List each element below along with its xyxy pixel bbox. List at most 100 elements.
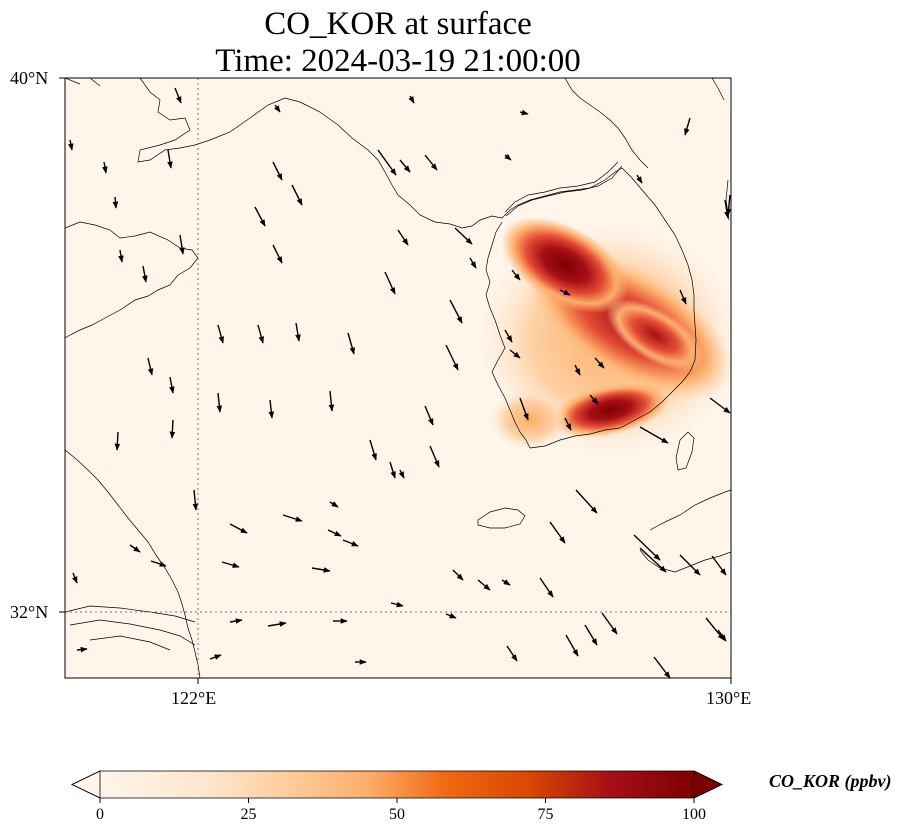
coastline-yangtze-estuary [65,605,196,651]
wind-vector-arrow [229,618,243,624]
wind-vector-arrow [282,514,303,522]
wind-vector-arrow [424,405,434,426]
wind-vector-arrow [717,629,727,642]
wind-vector-arrow [129,544,141,553]
wind-vector-arrow [150,560,167,567]
wind-vector-arrow [679,289,687,305]
plume-core-south-coast [551,382,669,438]
coastline-korea-west [485,167,623,449]
wind-vector-arrow [633,534,661,561]
colorbar [71,770,723,803]
wind-vector-arrow [76,646,88,653]
wind-vector-arrow [274,104,281,113]
wind-vector-arrow [519,109,529,116]
map-frame [64,77,732,679]
wind-vector-arrow [118,249,124,263]
wind-vector-arrow [369,439,377,461]
wind-vector-arrow [399,159,411,173]
coastline-kyushu [639,489,731,573]
wind-vector-arrow [328,390,335,412]
wind-vector-arrow [342,539,359,547]
plume-core-east [606,298,704,372]
wind-vector-arrow [179,234,185,255]
wind-vector-arrow [167,149,173,169]
wind-vector-arrow [559,289,571,296]
wind-vector-arrow [389,461,396,479]
wind-vector-arrow [295,322,301,342]
wind-vector-arrow [254,206,266,227]
wind-vector-arrow [445,613,457,619]
colorbar-gradient [100,771,694,798]
colorbar-extend-min [71,770,101,799]
colorbar-tick-label: 100 [682,806,706,823]
wind-vector-arrow [504,329,513,343]
wind-vector-arrow [679,554,701,576]
wind-vector-arrow [445,344,459,371]
wind-vector-arrow [142,265,148,283]
map-title-time: Time: 2024-03-19 21:00:00 [215,43,581,79]
colorbar-label: CO_KOR (ppbv) [769,771,892,791]
wind-vector-arrow [564,417,572,431]
wind-vector-arrow [72,572,78,584]
wind-vector-arrow [449,299,463,324]
wind-vector-arrow [169,419,176,439]
wind-vector-arrow [452,569,464,581]
wind-vector-arrow [257,324,265,344]
wind-vector-arrow [724,199,730,219]
wind-vector-arrow [511,269,521,281]
wind-vector-arrow [574,364,581,376]
wind-vector-arrow [454,227,473,245]
wind-vectors [68,87,731,678]
wind-vector-arrow [653,656,671,678]
coastline-korea-south [529,359,696,449]
wind-vector-arrow [216,392,223,413]
colorbar-extend-max [693,770,723,799]
wind-vector-arrow [398,469,405,479]
wind-vector-arrow [549,521,566,544]
wind-vector-arrow [639,547,667,573]
wind-vector-arrow [636,174,643,184]
map-area[interactable] [65,78,757,678]
colorbar-tick-label: 25 [240,806,257,823]
wind-vector-arrow [169,376,175,394]
wind-vector-arrow [469,257,477,269]
gridlines [65,78,731,678]
border-north-korea [504,161,623,217]
wind-vector-arrow [384,271,396,295]
wind-vector-arrow [291,184,303,206]
wind-vector-arrow [102,161,108,174]
wind-vector-arrow [329,501,339,508]
wind-vector-arrow [565,634,579,657]
wind-vector-arrow [272,161,283,181]
wind-vector-arrow [327,529,342,537]
wind-vector-arrow [377,149,397,176]
co-concentration-field [480,216,731,455]
colorbar-tick-label: 0 [96,806,104,823]
wind-vector-arrow [311,567,331,573]
wind-vector-arrow [501,579,511,586]
wind-vector-arrow [68,139,74,151]
wind-vector-arrow [509,349,521,359]
wind-vector-arrow [221,561,240,568]
lon-tick-label-122e: 122°E [171,688,217,708]
map-title-variable: CO_KOR at surface [264,6,532,42]
wind-vector-arrow [397,229,409,246]
lat-tick-label-40n: 40°N [10,68,49,88]
wind-vector-arrow [477,579,491,591]
wind-vector-arrow [429,445,440,468]
axis-ticks [59,77,732,684]
wind-vector-arrow [424,154,438,171]
wind-vector-arrow [684,117,691,136]
coastline-korea-east [621,167,697,361]
wind-vector-arrow [272,244,283,264]
plume-core-northwest [501,216,629,314]
wind-vector-arrow [539,577,554,598]
wind-vector-arrow [192,489,199,511]
wind-vector-arrow [209,654,222,660]
wind-vector-arrow [408,95,415,104]
wind-vector-arrow [147,357,154,376]
colorbar-tick-label: 50 [389,806,405,823]
wind-vector-arrow [594,357,605,369]
lon-tick-label-130e: 130°E [706,688,752,708]
